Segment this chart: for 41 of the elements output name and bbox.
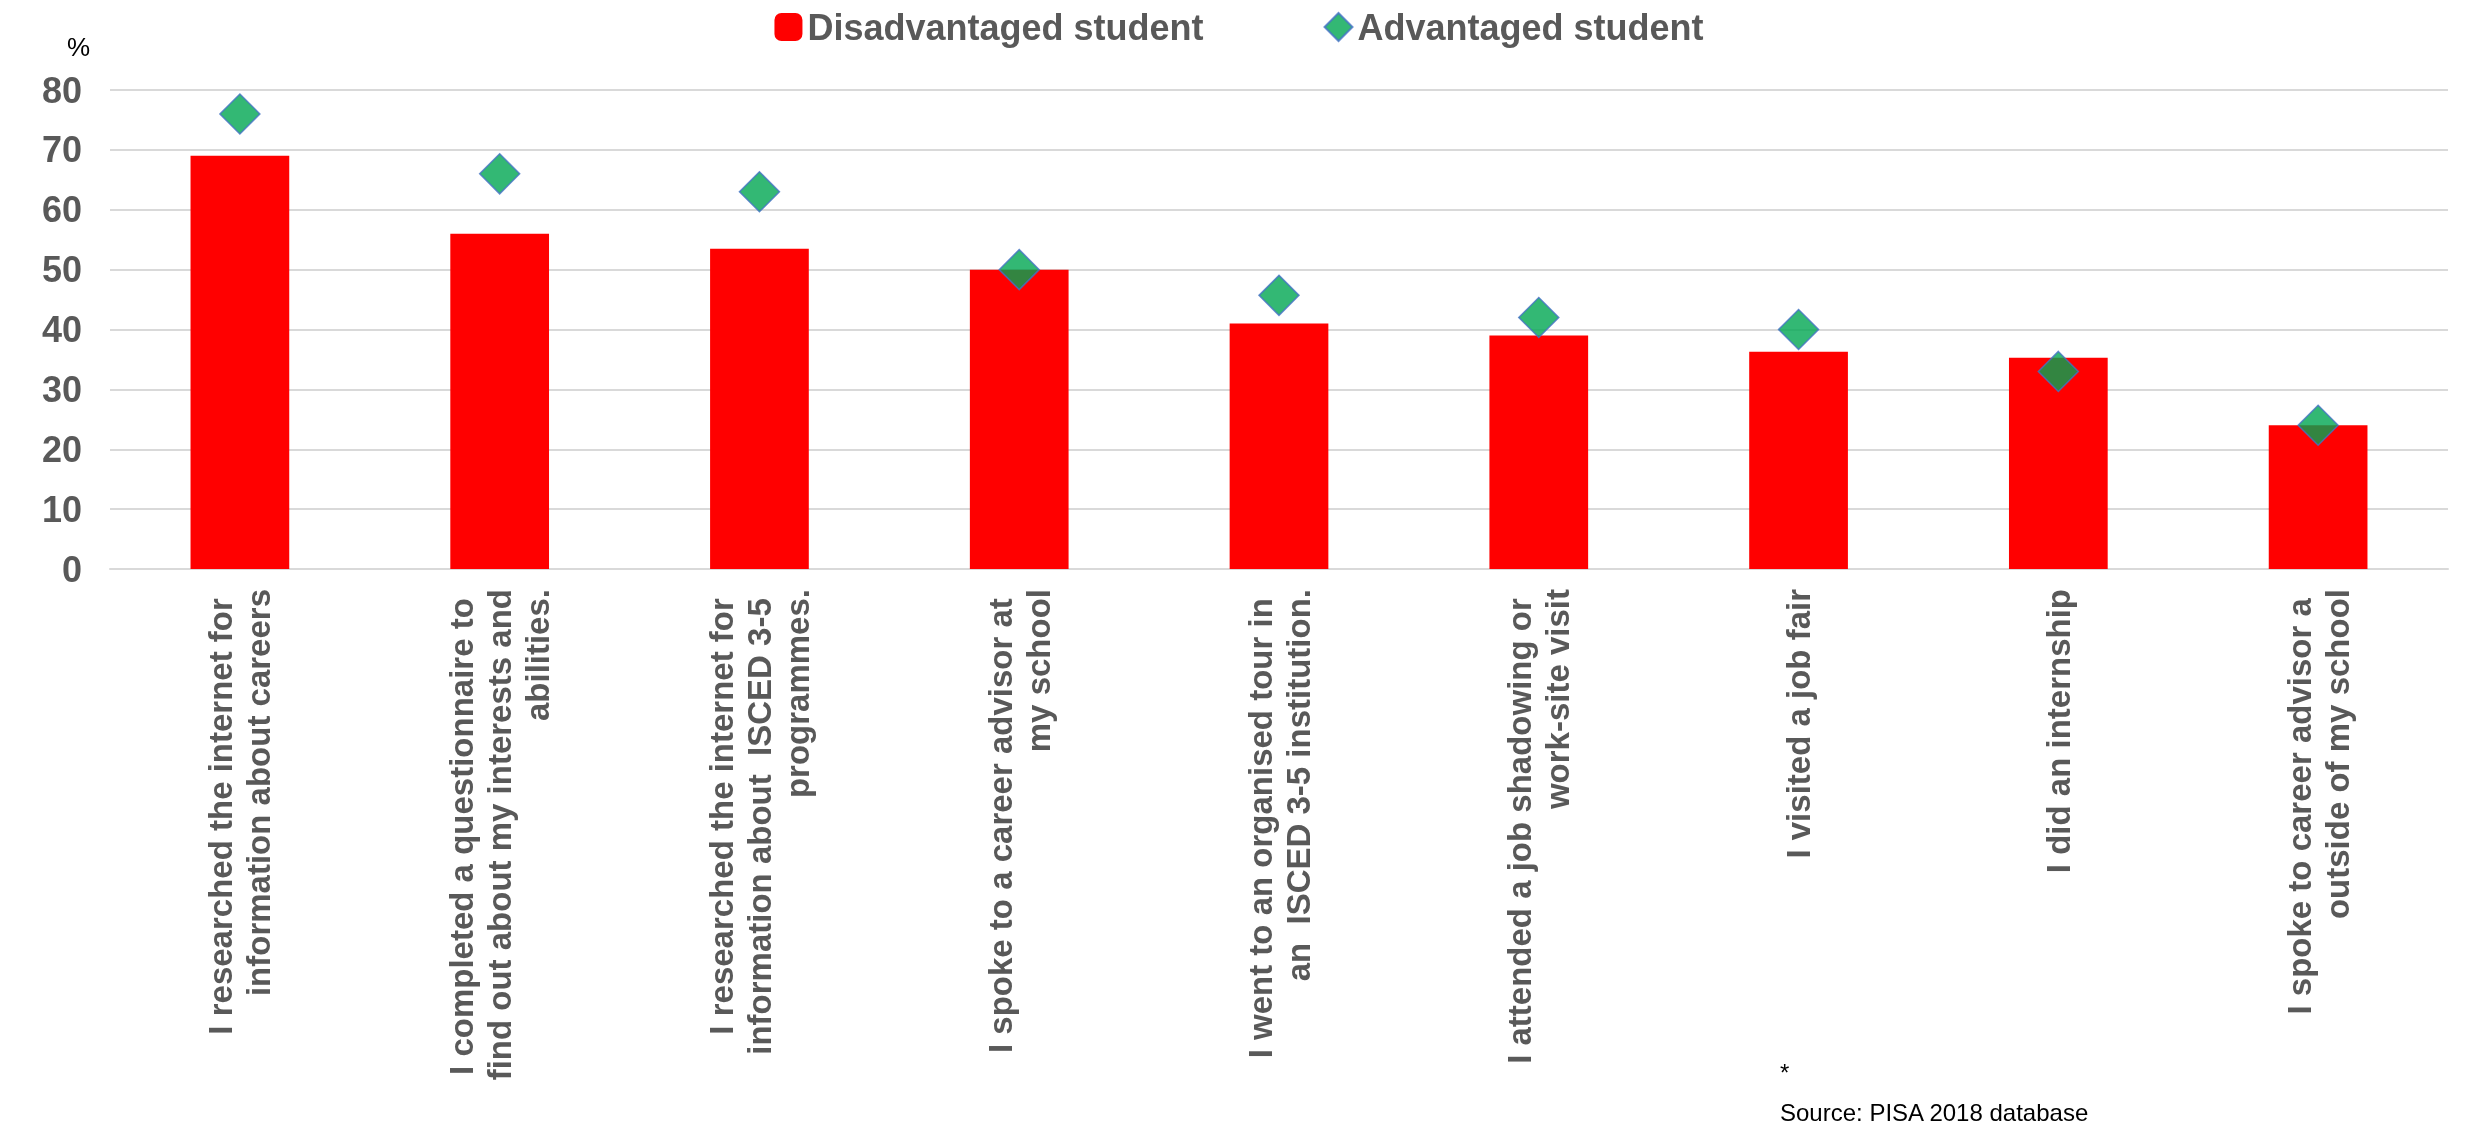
y-axis-title: % xyxy=(66,32,90,62)
x-tick-label: I researched the internet for information about careers xyxy=(202,589,278,1035)
y-tick-label: 10 xyxy=(41,488,82,530)
x-tick-label: I spoke to a career advisor at my school xyxy=(981,589,1057,1054)
source-note: Source: PISA 2018 database xyxy=(1780,1098,2089,1126)
y-tick-label: 0 xyxy=(61,548,82,590)
x-tick-label: I attended a job shadowing or work-site visit xyxy=(1501,588,1577,1064)
text: * xyxy=(1780,1058,1790,1086)
bar xyxy=(2008,357,2108,569)
bar xyxy=(1749,351,1848,569)
legend-label: Disadvantaged student xyxy=(807,6,1204,48)
y-tick-label: 20 xyxy=(41,428,82,470)
y-tick-label: 50 xyxy=(41,249,82,291)
y-tick-label: 80 xyxy=(41,69,82,111)
point xyxy=(1518,296,1560,339)
point xyxy=(738,171,781,213)
x-tick-label: I completed a questionnaire to find out about my interests and abilities. xyxy=(443,589,557,1081)
bar xyxy=(1229,323,1329,569)
bar xyxy=(190,155,290,569)
x-tick-label: I visited a job fair xyxy=(1780,588,1818,859)
bar xyxy=(450,233,550,569)
bar xyxy=(1489,335,1589,569)
bar xyxy=(710,248,809,569)
point xyxy=(219,93,261,135)
x-tick-label: I spoke to career advisor a outside of my school xyxy=(2280,589,2356,1015)
x-tick-label: I went to an organised tour in an ISCED 3-5 institution. xyxy=(1241,589,1317,1059)
y-tick-label: 70 xyxy=(41,129,82,171)
point xyxy=(1258,274,1300,317)
y-tick-label: 60 xyxy=(41,189,82,231)
point xyxy=(2037,350,2080,393)
x-tick-label: I researched the internet for information about ISCED 3-5 programmes. xyxy=(702,589,816,1055)
legend-label: Advantaged student xyxy=(1357,6,1704,48)
bar xyxy=(969,269,1069,569)
y-tick-label: 30 xyxy=(41,368,82,410)
bar xyxy=(2268,425,2368,569)
point xyxy=(998,248,1040,291)
point xyxy=(1777,308,1820,351)
x-tick-label: I did an internship xyxy=(2039,589,2077,874)
y-tick-label: 40 xyxy=(41,309,82,350)
point xyxy=(478,153,521,195)
point xyxy=(2297,404,2339,447)
